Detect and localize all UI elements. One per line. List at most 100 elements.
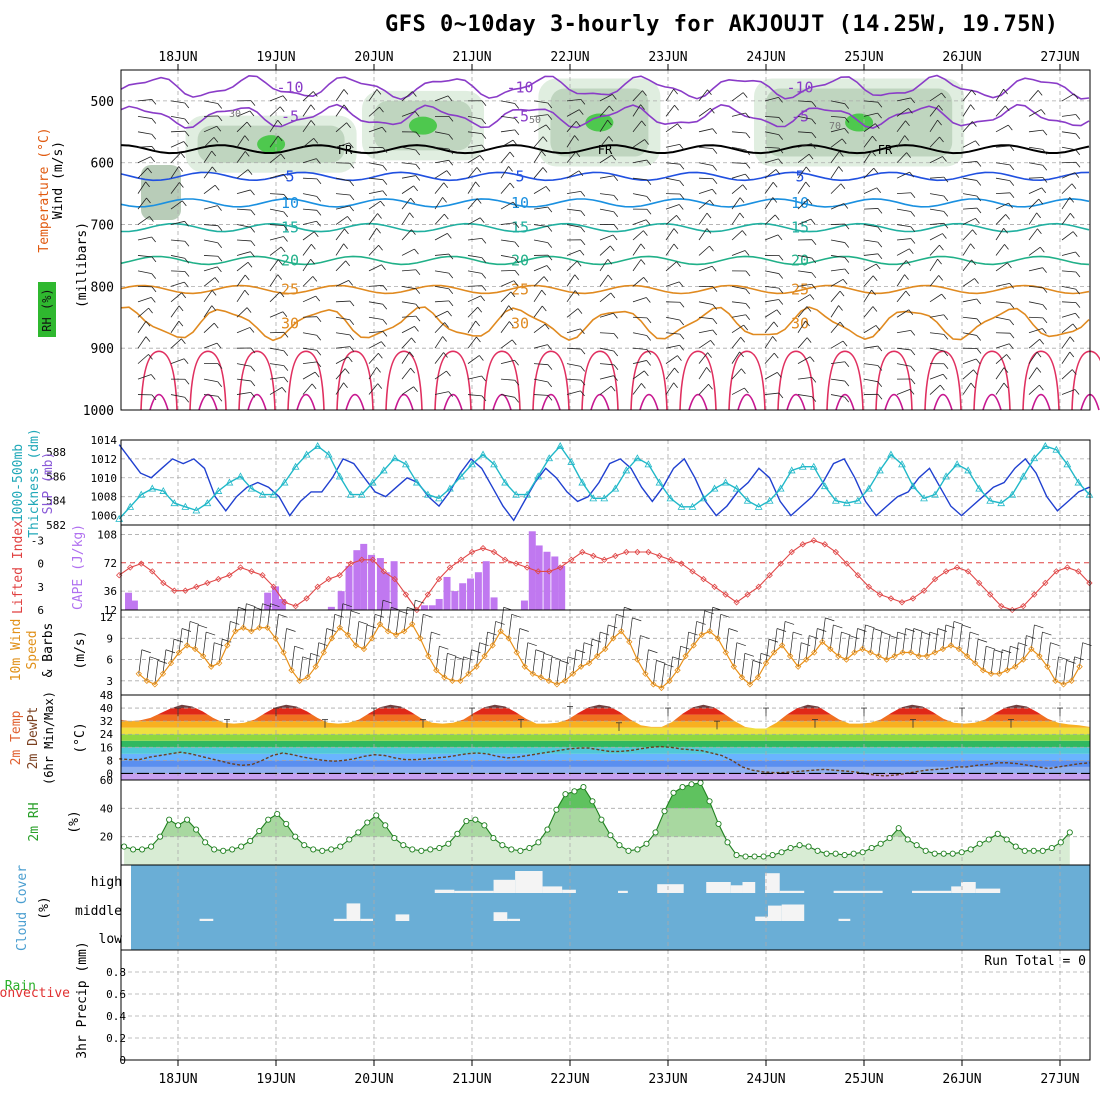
wind-barb-10m [672,656,682,661]
wind-barb [476,167,482,173]
wind-barb-10m [291,646,295,671]
wind-barb [665,228,675,241]
wind-barb [566,109,580,117]
wind-barb [576,260,582,267]
wind-barb [844,117,850,123]
wind-barb [830,255,845,258]
temperature-contour-hot [826,350,864,411]
wind-barb [500,255,515,259]
wind-barb [236,208,251,211]
ylabel-cloud-units: (%) [37,896,52,919]
wind-barb [513,280,519,286]
wind-barb-10m [942,624,947,650]
wind-barb [877,112,882,119]
ylabel-wind-speed: Speed [25,630,40,669]
wind-barb-10m [508,614,513,639]
wind-speed-marker [175,649,183,656]
cape-tick-label: 36 [104,585,117,598]
wind-barb [632,243,642,256]
wind-barb-10m [460,656,464,681]
wind-barb [344,368,350,374]
lifted-index-marker [215,575,222,583]
lifted-index-marker [237,564,244,571]
wind-barb [401,285,416,290]
wind-barb [797,218,812,225]
wind-barb [434,95,449,102]
wind-barb [447,95,453,102]
wind-barb-10m [527,642,537,646]
wind-barb [863,253,878,256]
thickness-marker [688,502,697,510]
wind-barb [613,175,619,181]
wind-barb [277,259,283,265]
wind-barb [467,320,476,333]
wind-barb-10m [226,621,231,646]
wind-barb [764,131,779,135]
wind-barb [335,356,349,364]
wind-barb [345,260,351,267]
wind-barb [376,367,381,373]
lifted-index-marker [512,560,520,567]
wind-barb [349,300,355,307]
wind-barb [844,242,850,248]
wind-barb [170,100,185,104]
wind-barb [510,291,516,298]
wind-barb [580,366,586,372]
wind-barb [962,382,972,395]
wind-barb [698,316,713,320]
wind-barb [514,103,520,109]
wind-barb [575,121,581,127]
temperature-label: 10 [281,194,299,212]
wind-barb [877,253,883,260]
wind-barb [533,276,545,287]
wind-barb [896,107,909,117]
wind-barb [415,269,421,275]
thickness-marker [732,484,741,492]
rh-marker [364,819,371,826]
wind-barb [313,91,318,97]
rh-marker [319,847,326,854]
wind-barb [302,316,318,318]
wind-barb [170,220,185,225]
rh-marker [814,847,821,854]
wind-barb [910,378,916,385]
wind-barb-10m [551,656,562,661]
date-label-top: 23JUN [648,50,687,65]
wind-barb [1075,288,1081,295]
wind-barb [283,332,289,338]
wind-barb [1042,149,1048,155]
wind-barb-10m [1006,646,1011,671]
wind-barb-10m [733,642,738,667]
wind-barb [844,396,850,403]
wind-barb-10m [194,624,199,650]
wind-barb [806,337,812,343]
wind-barb [711,189,717,195]
lifted-index-marker [479,545,487,552]
wind-barb [151,394,157,401]
wind-speed-marker [939,645,947,653]
wind-barb [665,123,678,133]
temperature-label: -10 [786,78,813,96]
thickness-marker [831,496,840,504]
lifted-index-marker [876,591,884,598]
wind-barb [368,352,379,364]
rh-marker [706,798,713,805]
wind-barb [877,226,883,233]
temperature-contour-hot [1022,350,1060,411]
wind-speed-marker [762,659,770,667]
thickness-marker [666,494,675,502]
thickness-marker [468,460,476,468]
wind-barb [137,270,152,275]
wind-barb [677,355,682,361]
thickness-marker [798,462,807,470]
lifted-index-line [118,539,1090,611]
wind-barb [1009,164,1015,171]
wind-barb [217,255,223,262]
wind-barb [995,343,1010,349]
wind-barb [646,159,652,166]
wind-barb [279,291,285,298]
wind-barb [839,290,845,297]
wind-barb [203,100,218,104]
wind-barb [830,100,845,105]
wind-barb [1009,180,1015,186]
